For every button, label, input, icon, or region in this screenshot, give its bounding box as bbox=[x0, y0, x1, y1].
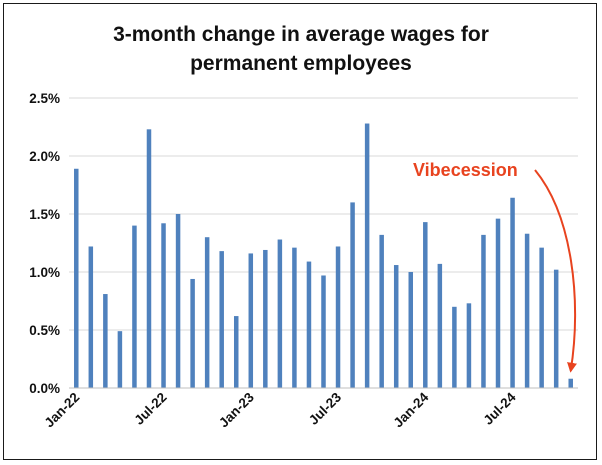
bar bbox=[510, 197, 515, 388]
bar bbox=[306, 261, 312, 388]
bar bbox=[117, 331, 123, 388]
bar bbox=[103, 294, 108, 388]
bar bbox=[335, 246, 341, 388]
bar bbox=[568, 378, 573, 388]
y-tick-label: 0.5% bbox=[29, 323, 60, 338]
x-tick-label: Jan-23 bbox=[216, 389, 257, 430]
bar bbox=[452, 306, 457, 388]
bar bbox=[364, 123, 370, 389]
bar bbox=[161, 223, 166, 388]
bar bbox=[481, 234, 486, 388]
bar bbox=[350, 202, 355, 388]
vibecession-annotation-label: Vibecession bbox=[413, 160, 518, 180]
bar bbox=[423, 222, 428, 388]
bar bbox=[321, 275, 326, 388]
x-tick-label: Jul-23 bbox=[306, 389, 345, 428]
chart-title: 3-month change in average wages for perm… bbox=[0, 20, 602, 78]
bar bbox=[292, 247, 297, 388]
bar bbox=[146, 129, 152, 388]
bar bbox=[132, 225, 137, 388]
bar bbox=[204, 237, 210, 388]
bar bbox=[553, 269, 559, 388]
bar bbox=[175, 214, 181, 388]
y-tick-label: 1.0% bbox=[29, 265, 60, 280]
bar bbox=[190, 278, 195, 388]
bar bbox=[393, 265, 399, 388]
x-tick-label: Jul-24 bbox=[480, 389, 519, 428]
x-tick-labels: Jan-22 Jul-22 Jan-23 Jul-23 Jan-24 Jul-24 bbox=[42, 389, 519, 430]
chart-title-line-1: 3-month change in average wages for bbox=[113, 23, 489, 46]
bar bbox=[263, 249, 268, 388]
bar bbox=[495, 218, 501, 388]
bar bbox=[437, 263, 443, 388]
chart-title-line-2: permanent employees bbox=[190, 52, 412, 75]
gridlines bbox=[69, 97, 578, 331]
y-tick-label: 0.0% bbox=[29, 381, 60, 396]
bar bbox=[408, 272, 414, 388]
bar bbox=[539, 247, 544, 388]
annotation-arrow bbox=[534, 169, 577, 373]
bar bbox=[524, 233, 530, 388]
y-tick-label: 2.5% bbox=[29, 91, 60, 106]
bar bbox=[219, 251, 224, 388]
y-tick-label: 2.0% bbox=[29, 149, 60, 164]
x-tick-label: Jan-24 bbox=[391, 389, 432, 430]
y-tick-label: 1.5% bbox=[29, 207, 60, 222]
bars bbox=[74, 123, 573, 389]
x-tick-label: Jul-22 bbox=[131, 390, 169, 428]
bar bbox=[88, 246, 94, 388]
bar bbox=[277, 239, 283, 388]
bar bbox=[379, 234, 384, 388]
bar bbox=[248, 253, 254, 388]
bar bbox=[74, 168, 79, 388]
bar bbox=[466, 303, 472, 388]
y-tick-labels: 0.0% 0.5% 1.0% 1.5% 2.0% 2.5% bbox=[29, 91, 60, 396]
bar bbox=[233, 316, 239, 388]
annotation: Vibecession bbox=[413, 160, 577, 373]
